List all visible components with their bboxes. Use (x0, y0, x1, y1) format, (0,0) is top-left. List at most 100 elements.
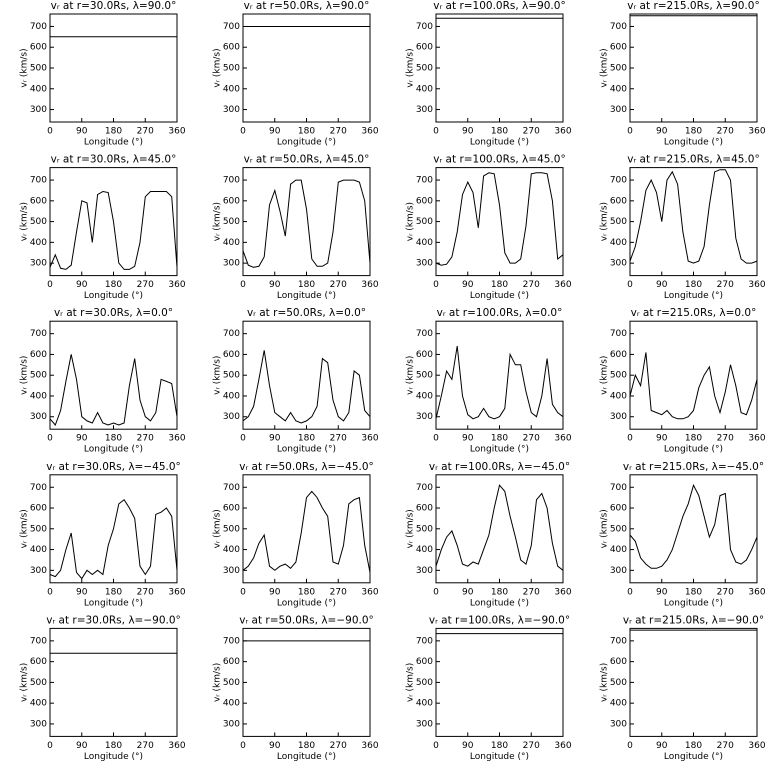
panel: vᵣ at r=215.0Rs, λ=−90.0° 0 90 180 270 360 300… (600, 614, 766, 762)
x-tick-label: 90 (269, 741, 281, 751)
y-tick-label: 600 (30, 43, 47, 53)
y-tick-label: 500 (30, 524, 47, 534)
panel-title: vᵣ at r=215.0Rs, λ=90.0° (627, 0, 759, 12)
x-tick-label: 270 (523, 127, 540, 137)
y-tick-label: 500 (223, 524, 240, 534)
x-tick-label: 180 (298, 741, 315, 751)
x-tick-label: 360 (361, 741, 378, 751)
y-tick-label: 500 (416, 217, 433, 227)
y-tick-label: 700 (223, 329, 240, 339)
panel-title: vᵣ at r=100.0Rs, λ=45.0° (433, 154, 565, 166)
y-axis-label: vᵣ (km/s) (406, 356, 416, 395)
y-axis-label: vᵣ (km/s) (406, 509, 416, 548)
panel: vᵣ at r=30.0Rs, λ=45.0° 0 90 180 270 360 300 40… (20, 154, 186, 302)
y-tick-label: 400 (416, 84, 433, 94)
y-axis-label: vᵣ (km/s) (213, 509, 223, 548)
x-tick-label: 0 (47, 741, 53, 751)
x-tick-label: 180 (298, 434, 315, 444)
y-axis-label: vᵣ (km/s) (213, 356, 223, 395)
x-tick-label: 270 (330, 587, 347, 597)
plot-frame (629, 320, 758, 430)
y-tick-label: 700 (223, 22, 240, 32)
x-axis-label: Longitude (°) (84, 598, 143, 608)
x-tick-label: 270 (717, 434, 734, 444)
series-line (242, 179, 371, 268)
x-tick-label: 0 (240, 741, 246, 751)
y-tick-label: 400 (223, 699, 240, 709)
x-tick-label: 360 (554, 280, 571, 290)
x-tick-label: 270 (523, 587, 540, 597)
y-tick-label: 400 (30, 238, 47, 248)
series-line (435, 346, 564, 420)
x-tick-label: 360 (168, 434, 185, 444)
y-tick-label: 400 (610, 391, 627, 401)
x-tick-label: 90 (462, 280, 474, 290)
plot-frame (435, 474, 564, 584)
x-tick-label: 360 (168, 587, 185, 597)
x-axis-label: Longitude (°) (84, 445, 143, 455)
y-axis-label: vᵣ (km/s) (600, 48, 610, 87)
x-tick-label: 180 (491, 127, 508, 137)
panel: vᵣ at r=30.0Rs, λ=−45.0° 0 90 180 270 360 300 4… (20, 461, 186, 609)
x-tick-label: 90 (656, 434, 668, 444)
y-tick-label: 700 (30, 176, 47, 186)
panel: vᵣ at r=100.0Rs, λ=45.0° 0 90 180 270 360 300 4… (406, 154, 572, 302)
y-axis-label: vᵣ (km/s) (600, 663, 610, 702)
x-tick-label: 0 (433, 280, 439, 290)
x-tick-label: 90 (269, 587, 281, 597)
x-tick-label: 0 (433, 127, 439, 137)
x-tick-label: 90 (656, 741, 668, 751)
x-tick-label: 0 (433, 434, 439, 444)
x-tick-label: 360 (748, 127, 765, 137)
x-axis-label: Longitude (°) (664, 598, 723, 608)
y-tick-label: 300 (610, 412, 627, 422)
plot-frame (242, 167, 371, 277)
y-tick-label: 400 (223, 84, 240, 94)
y-tick-label: 700 (30, 329, 47, 339)
y-tick-label: 700 (223, 636, 240, 646)
y-tick-label: 700 (223, 483, 240, 493)
y-tick-label: 400 (30, 84, 47, 94)
x-tick-label: 0 (240, 587, 246, 597)
x-tick-label: 180 (105, 127, 122, 137)
y-tick-label: 400 (223, 238, 240, 248)
x-tick-label: 0 (240, 434, 246, 444)
x-tick-label: 90 (76, 741, 88, 751)
plot-frame (49, 13, 178, 123)
x-tick-label: 360 (554, 434, 571, 444)
y-tick-label: 500 (610, 678, 627, 688)
panel-title: vᵣ at r=50.0Rs, λ=90.0° (244, 0, 370, 12)
y-tick-label: 300 (223, 566, 240, 576)
y-tick-label: 600 (416, 657, 433, 667)
panel: vᵣ at r=30.0Rs, λ=90.0° 0 90 180 270 360 300 40… (20, 0, 186, 148)
y-axis-label: vᵣ (km/s) (20, 48, 30, 87)
x-axis-label: Longitude (°) (84, 138, 143, 148)
x-tick-label: 270 (137, 280, 154, 290)
y-tick-label: 400 (610, 699, 627, 709)
x-tick-label: 270 (330, 434, 347, 444)
y-tick-label: 300 (610, 105, 627, 115)
x-tick-label: 180 (298, 587, 315, 597)
y-tick-label: 600 (30, 196, 47, 206)
x-axis-label: Longitude (°) (470, 598, 529, 608)
x-tick-label: 270 (717, 280, 734, 290)
x-tick-label: 90 (269, 280, 281, 290)
y-tick-label: 400 (416, 545, 433, 555)
x-tick-label: 90 (76, 280, 88, 290)
panel-title: vᵣ at r=100.0Rs, λ=0.0° (437, 307, 563, 319)
x-axis-label: Longitude (°) (277, 445, 336, 455)
x-tick-label: 90 (76, 434, 88, 444)
y-tick-label: 700 (30, 483, 47, 493)
x-tick-label: 90 (462, 127, 474, 137)
y-axis-label: vᵣ (km/s) (406, 202, 416, 241)
x-tick-label: 180 (298, 127, 315, 137)
plot-frame (629, 627, 758, 737)
x-tick-label: 360 (168, 741, 185, 751)
x-tick-label: 0 (627, 434, 633, 444)
y-tick-label: 600 (223, 196, 240, 206)
panel-title: vᵣ at r=50.0Rs, λ=45.0° (244, 154, 370, 166)
x-axis-label: Longitude (°) (277, 752, 336, 762)
plot-frame (242, 320, 371, 430)
y-tick-label: 600 (223, 504, 240, 514)
x-tick-label: 0 (627, 587, 633, 597)
